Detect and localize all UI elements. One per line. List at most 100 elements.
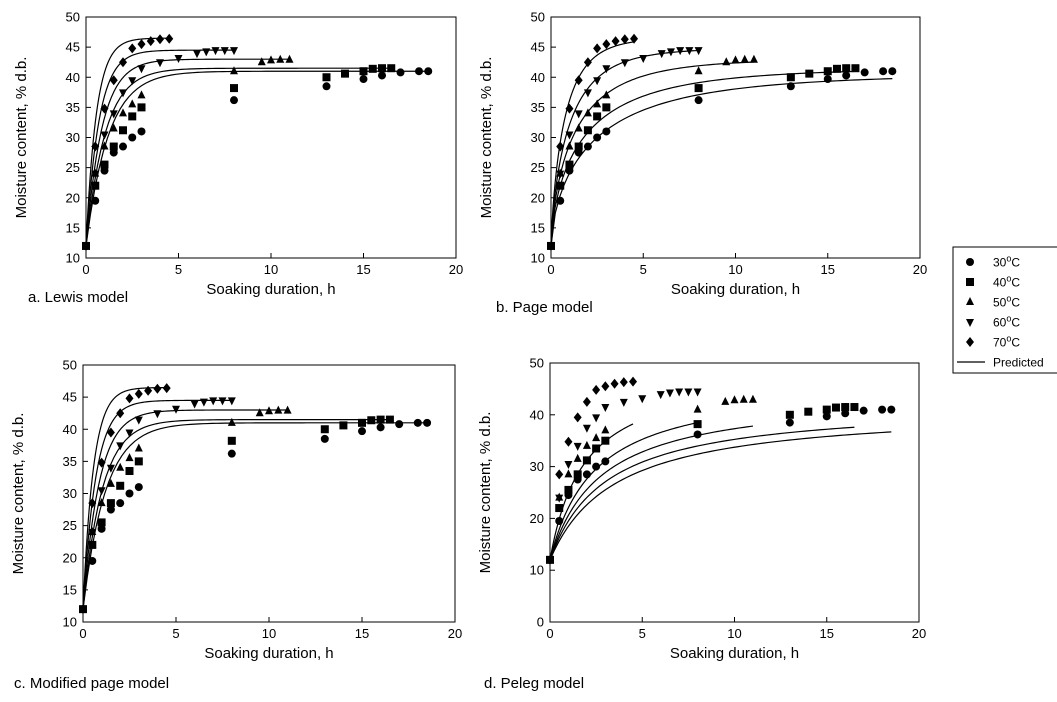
y-axis-label: Moisture content, % d.b.	[13, 57, 30, 219]
data-point-30-c	[887, 405, 896, 414]
data-point-50-c	[731, 55, 740, 64]
data-point-50-c	[125, 453, 134, 462]
legend-label: 60oC	[993, 314, 1020, 330]
data-point-30-c	[227, 449, 236, 458]
data-point-60-c	[656, 391, 665, 400]
legend-entry-30c: 30oC	[966, 254, 1020, 270]
data-point-50-c	[593, 99, 602, 108]
y-tick-label: 45	[63, 390, 77, 405]
legend-marker-triangle-down	[966, 319, 974, 327]
data-point-60-c	[91, 170, 100, 179]
y-tick-label: 25	[66, 160, 80, 175]
data-point-40-c	[358, 418, 366, 427]
legend-marker-diamond	[966, 337, 974, 347]
predicted-curve-40-c	[85, 67, 392, 247]
x-tick-label: 10	[262, 626, 276, 641]
data-point-30-c	[879, 67, 888, 76]
data-point-50-c	[730, 395, 739, 404]
data-point-40-c	[601, 436, 610, 445]
legend-label: 30oC	[993, 254, 1020, 270]
data-point-30-c	[358, 427, 366, 436]
data-point-50-c	[749, 54, 758, 63]
data-point-30-c	[602, 127, 611, 136]
data-point-40-c	[832, 64, 841, 73]
data-point-40-c	[556, 181, 565, 190]
x-tick-label: 20	[449, 262, 463, 277]
data-point-40-c	[850, 403, 859, 412]
predicted-curve-70-c	[82, 386, 167, 610]
data-point-60-c	[230, 47, 238, 56]
data-point-30-c	[860, 68, 869, 77]
data-point-70-c	[91, 141, 100, 152]
data-point-30-c	[888, 67, 897, 76]
data-point-50-c	[128, 99, 137, 108]
series-40-c	[547, 64, 860, 250]
data-point-60-c	[565, 131, 574, 140]
data-point-50-c	[265, 406, 273, 415]
series-70-c	[547, 33, 639, 251]
data-point-70-c	[602, 39, 611, 50]
data-point-70-c	[116, 408, 125, 419]
data-point-70-c	[128, 43, 137, 54]
data-point-70-c	[547, 240, 555, 251]
y-tick-label: 35	[63, 454, 77, 469]
y-tick-label: 0	[537, 615, 544, 630]
data-point-60-c	[97, 487, 106, 496]
data-point-30-c	[88, 556, 97, 565]
data-point-50-c	[116, 462, 125, 471]
legend-label: 40oC	[993, 274, 1020, 290]
data-point-70-c	[100, 103, 109, 114]
data-point-60-c	[564, 461, 573, 470]
data-point-40-c	[555, 504, 564, 513]
y-tick-label: 30	[63, 486, 77, 501]
data-point-70-c	[555, 469, 564, 480]
x-axis-label: Soaking duration, h	[671, 281, 800, 298]
data-point-40-c	[128, 112, 137, 121]
series-30-c	[79, 418, 432, 614]
y-tick-label: 30	[530, 459, 544, 474]
data-point-40-c	[693, 420, 702, 429]
data-point-60-c	[116, 442, 125, 451]
y-axis-label: Moisture content, % d.b.	[477, 412, 494, 574]
data-point-60-c	[583, 89, 592, 98]
y-tick-label: 45	[66, 40, 80, 55]
x-tick-label: 10	[264, 262, 278, 277]
data-point-40-c	[831, 403, 840, 412]
series-40-c	[82, 64, 396, 250]
data-point-40-c	[564, 485, 573, 494]
data-point-60-c	[128, 77, 137, 86]
data-point-50-c	[739, 394, 748, 403]
x-tick-label: 0	[546, 626, 553, 641]
data-point-40-c	[137, 103, 146, 112]
predicted-curve-60-c	[550, 49, 699, 246]
data-point-30-c	[601, 457, 610, 466]
x-axis-label: Soaking duration, h	[670, 645, 799, 662]
predicted-curve-40-c	[550, 70, 856, 247]
data-point-60-c	[172, 405, 180, 414]
data-point-50-c	[274, 405, 283, 414]
data-point-30-c	[106, 505, 115, 514]
data-point-60-c	[227, 397, 236, 406]
data-point-50-c	[602, 90, 611, 99]
legend-box	[952, 246, 1057, 374]
y-tick-label: 15	[63, 582, 77, 597]
data-point-50-c	[564, 469, 573, 478]
data-point-30-c	[565, 166, 574, 175]
data-point-60-c	[100, 131, 109, 140]
x-tick-label: 15	[356, 262, 370, 277]
data-point-50-c	[722, 57, 731, 66]
legend-label: 70oC	[993, 334, 1020, 350]
data-point-40-c	[694, 84, 703, 93]
series-60-c	[82, 47, 238, 251]
y-tick-label: 40	[530, 407, 544, 422]
predicted-curve-70-c	[550, 41, 635, 246]
data-point-30-c	[556, 196, 565, 205]
y-tick-label: 35	[531, 100, 545, 115]
data-point-70-c	[601, 381, 610, 392]
data-point-50-c	[694, 66, 703, 75]
data-point-40-c	[841, 403, 850, 412]
data-point-70-c	[582, 396, 591, 407]
data-point-40-c	[230, 84, 238, 93]
y-tick-label: 40	[66, 70, 80, 85]
data-point-30-c	[693, 430, 702, 439]
